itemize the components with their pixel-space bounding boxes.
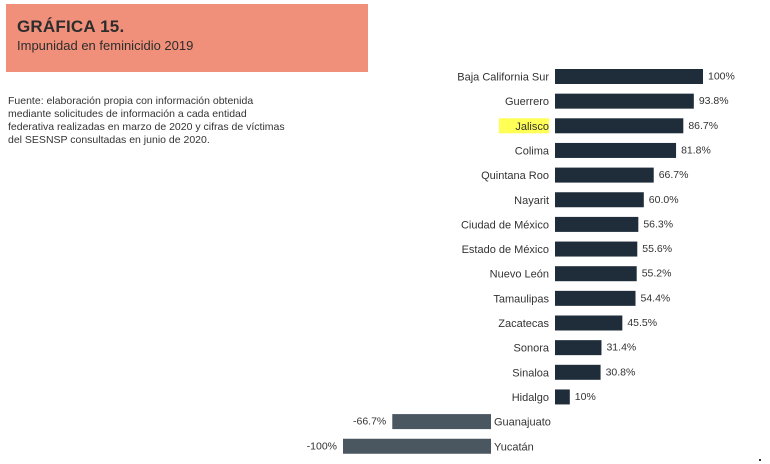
source-line: del SESNSP consultadas en junio de 2020. (8, 134, 210, 146)
data-label: 60.0% (649, 194, 679, 206)
bar (555, 142, 677, 158)
category-label: Baja California Sur (457, 72, 549, 84)
bar (343, 438, 491, 454)
bar (555, 389, 570, 405)
data-label: 56.3% (643, 218, 673, 230)
bar (555, 364, 601, 380)
category-label: Quintana Roo (481, 170, 549, 182)
data-label: 93.8% (699, 95, 729, 107)
category-label: Guanajuato (494, 417, 551, 429)
data-label: 55.2% (642, 268, 672, 280)
source-note: Fuente: elaboración propia con informaci… (8, 95, 388, 147)
bar (555, 69, 703, 84)
category-label: Guerrero (505, 96, 549, 108)
bar (392, 414, 491, 430)
bar (555, 118, 684, 134)
bar (555, 216, 639, 232)
source-line: federativa realizadas en marzo de 2020 y… (8, 121, 285, 133)
category-label: Ciudad de México (461, 219, 549, 231)
bar (555, 241, 638, 257)
category-label: Sinaloa (512, 367, 550, 379)
chart-title: GRÁFICA 15. (17, 17, 125, 36)
highlight-marker (498, 118, 549, 134)
chart-header: GRÁFICA 15. Impunidad en feminicidio 201… (6, 4, 368, 72)
bar (555, 93, 694, 109)
bar (555, 340, 602, 356)
category-label: Zacatecas (498, 318, 549, 330)
data-label: 45.5% (627, 317, 657, 329)
bar (555, 167, 654, 183)
data-label: 81.8% (681, 144, 711, 156)
bar (555, 315, 623, 331)
data-label: -100% (307, 440, 337, 452)
data-label: 55.6% (642, 243, 672, 255)
bar (555, 290, 636, 306)
data-label: 86.7% (688, 120, 718, 132)
bar (555, 266, 637, 282)
category-label: Tamaulipas (493, 293, 549, 305)
data-label: 30.8% (606, 366, 636, 378)
category-label: Nuevo León (490, 269, 549, 281)
category-label: Nayarit (514, 195, 549, 207)
data-label: 100% (708, 71, 735, 83)
bar (555, 192, 644, 208)
data-label: 54.4% (641, 292, 671, 304)
category-label: Colima (515, 145, 550, 157)
source-line: Fuente: elaboración propia con informaci… (8, 95, 254, 107)
category-label: Yucatán (494, 441, 534, 453)
category-label: Sonora (514, 343, 550, 355)
data-label: 31.4% (606, 342, 636, 354)
data-label: -66.7% (353, 416, 386, 428)
category-label: Estado de México (462, 244, 549, 256)
category-label: Hidalgo (512, 392, 549, 404)
data-label: 10% (575, 391, 596, 403)
data-label: 66.7% (659, 169, 689, 181)
corner-mark (759, 459, 761, 461)
chart-subtitle: Impunidad en feminicidio 2019 (17, 38, 194, 53)
source-line: mediante solicitudes de información a ca… (8, 108, 247, 120)
category-label: Jalisco (515, 121, 549, 133)
